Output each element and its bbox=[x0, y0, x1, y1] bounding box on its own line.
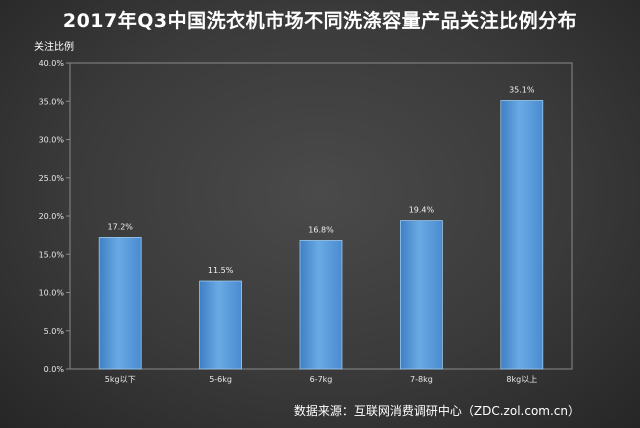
data-label: 17.2% bbox=[107, 222, 133, 231]
bar bbox=[500, 100, 544, 370]
y-tick-label: 25.0% bbox=[39, 174, 65, 183]
bar bbox=[199, 280, 243, 370]
data-label: 11.5% bbox=[208, 266, 234, 275]
x-tick-label: 8kg以上 bbox=[506, 375, 537, 384]
y-tick-label: 30.0% bbox=[39, 136, 65, 145]
bar bbox=[299, 240, 343, 370]
x-tick-label: 7-8kg bbox=[410, 375, 433, 384]
bar bbox=[399, 220, 443, 370]
y-axis-label: 关注比例 bbox=[34, 42, 74, 53]
chart-title: 2017年Q3中国洗衣机市场不同洗涤容量产品关注比例分布 bbox=[62, 10, 578, 32]
x-tick-label: 5kg以下 bbox=[105, 375, 136, 384]
data-label: 35.1% bbox=[509, 85, 535, 94]
y-tick-label: 20.0% bbox=[39, 212, 65, 221]
y-tick-label: 35.0% bbox=[39, 97, 65, 106]
data-label: 16.8% bbox=[308, 225, 334, 234]
data-source: 数据来源：互联网消费调研中心（ZDC.zol.com.cn） bbox=[293, 404, 580, 418]
y-tick-label: 15.0% bbox=[39, 250, 65, 259]
y-tick-label: 40.0% bbox=[39, 59, 65, 68]
data-label: 19.4% bbox=[409, 206, 435, 215]
y-tick-label: 0.0% bbox=[44, 365, 65, 374]
bar bbox=[98, 237, 142, 370]
y-tick-label: 10.0% bbox=[39, 289, 65, 298]
x-tick-label: 5-6kg bbox=[209, 375, 232, 384]
x-tick-label: 6-7kg bbox=[310, 375, 333, 384]
y-tick-label: 5.0% bbox=[44, 327, 65, 336]
